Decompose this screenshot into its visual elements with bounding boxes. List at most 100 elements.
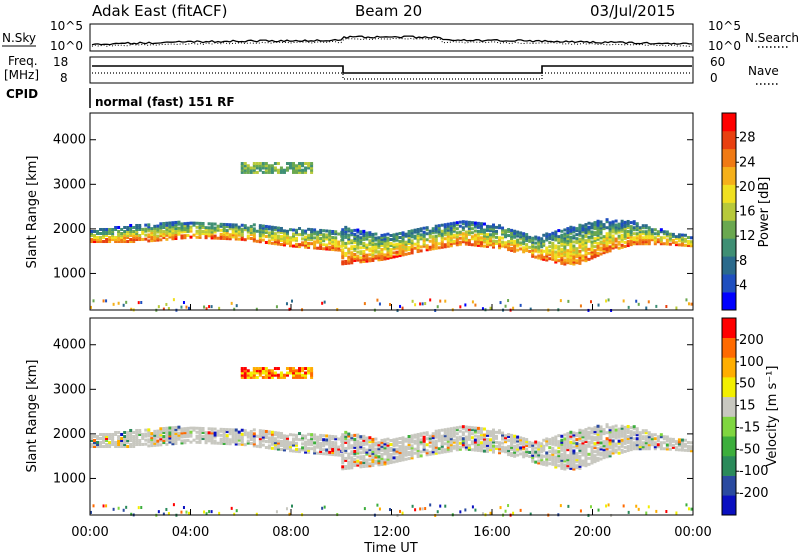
velocity-echo-cell	[458, 447, 462, 451]
power-echo-cell	[419, 229, 423, 233]
power-echo-cell	[410, 235, 414, 239]
velocity-echo-cell	[498, 443, 502, 447]
power-echo-cell	[548, 257, 552, 261]
velocity-echo-cell	[337, 447, 341, 451]
velocity-echo-cell	[632, 441, 636, 445]
velocity-echo-cell	[225, 428, 229, 432]
power-echo-cell	[569, 247, 573, 251]
power-echo-cell	[288, 228, 292, 232]
power-echo-cell	[153, 236, 157, 240]
power-echo-cell	[467, 224, 471, 228]
power-echo-cell	[301, 164, 305, 168]
power-echo-cell	[641, 232, 645, 236]
velocity-echo-cell	[171, 434, 175, 438]
velocity-echo-cell	[584, 430, 588, 434]
power-echo-cell	[108, 236, 112, 240]
velocity-echo-cell	[389, 439, 393, 443]
velocity-echo-cell	[620, 442, 624, 446]
velocity-echo-cell	[102, 439, 106, 443]
velocity-echo-cell	[228, 438, 232, 442]
power-echo-cell	[356, 258, 360, 262]
power-echo-cell	[218, 306, 221, 310]
velocity-echo-cell	[365, 442, 369, 446]
power-echo-cell	[623, 230, 627, 234]
velocity-echo-cell	[578, 454, 582, 458]
velocity-echo-cell	[449, 441, 453, 445]
velocity-echo-cell	[644, 429, 648, 433]
velocity-echo-cell	[416, 447, 420, 451]
velocity-echo-cell	[620, 430, 624, 434]
velocity-echo-cell	[267, 371, 271, 375]
velocity-echo-cell	[295, 435, 299, 439]
power-echo-cell	[231, 233, 235, 237]
power-echo-cell	[168, 235, 172, 239]
velocity-echo-cell	[310, 433, 314, 437]
power-echo-cell	[264, 170, 268, 174]
velocity-echo-cell	[492, 430, 495, 434]
velocity-echo-cell	[513, 452, 517, 456]
power-echo-cell	[282, 231, 286, 235]
velocity-echo-cell	[485, 429, 489, 433]
velocity-echo-cell	[392, 440, 396, 444]
velocity-echo-cell	[626, 434, 630, 438]
power-echo-cell	[401, 233, 405, 237]
power-echo-cell	[130, 307, 133, 311]
velocity-echo-cell	[542, 438, 546, 442]
power-echo-cell	[301, 243, 305, 247]
velocity-echo-cell	[599, 425, 603, 429]
velocity-echo-cell	[540, 460, 544, 464]
velocity-echo-cell	[479, 427, 483, 431]
velocity-echo-cell	[572, 433, 576, 437]
power-echo-cell	[389, 248, 393, 252]
velocity-echo-cell	[123, 441, 127, 445]
power-echo-cell	[611, 226, 615, 230]
power-echo-cell	[563, 244, 567, 248]
velocity-echo-cell	[590, 459, 594, 463]
power-echo-cell	[380, 239, 384, 243]
power-echo-cell	[288, 307, 291, 311]
velocity-echo-cell	[383, 462, 387, 466]
velocity-echo-cell	[416, 434, 420, 438]
power-echo-cell	[504, 304, 507, 308]
velocity-echo-cell	[473, 444, 477, 448]
power-echo-cell	[498, 224, 502, 228]
velocity-echo-cell	[374, 451, 378, 455]
power-echo-cell	[593, 249, 597, 253]
velocity-echo-cell	[434, 431, 438, 435]
power-echo-cell	[548, 241, 552, 245]
power-echo-cell	[322, 235, 326, 239]
power-echo-cell	[102, 229, 106, 233]
velocity-echo-cell	[205, 512, 208, 516]
velocity-echo-cell	[334, 437, 338, 441]
power-echo-cell	[365, 259, 369, 263]
power-echo-cell	[593, 255, 597, 259]
velocity-echo-cell	[353, 445, 357, 449]
velocity-echo-cell	[298, 432, 302, 436]
velocity-echo-cell	[575, 446, 579, 450]
velocity-echo-cell	[126, 445, 130, 449]
power-echo-cell	[513, 233, 517, 237]
power-echo-cell	[563, 250, 567, 254]
power-echo-cell	[252, 237, 256, 241]
power-echo-cell	[596, 227, 600, 231]
power-echo-cell	[334, 246, 338, 250]
velocity-echo-cell	[129, 437, 133, 441]
power-echo-cell	[686, 236, 690, 240]
power-echo-cell	[522, 234, 526, 238]
power-echo-cell	[542, 239, 546, 243]
velocity-echo-cell	[632, 427, 636, 431]
velocity-echo-cell	[479, 429, 483, 433]
velocity-echo-cell	[316, 435, 320, 439]
power-echo-cell	[407, 232, 411, 236]
velocity-echo-cell	[195, 430, 199, 434]
power-echo-cell	[240, 233, 244, 237]
velocity-echo-cell	[207, 437, 211, 441]
power-echo-cell	[461, 238, 465, 242]
velocity-echo-cell	[341, 437, 345, 441]
power-echo-cell	[611, 222, 615, 226]
velocity-echo-cell	[292, 369, 296, 373]
power-echo-cell	[566, 235, 570, 239]
velocity-echo-cell	[499, 506, 502, 510]
power-echo-cell	[292, 244, 296, 248]
